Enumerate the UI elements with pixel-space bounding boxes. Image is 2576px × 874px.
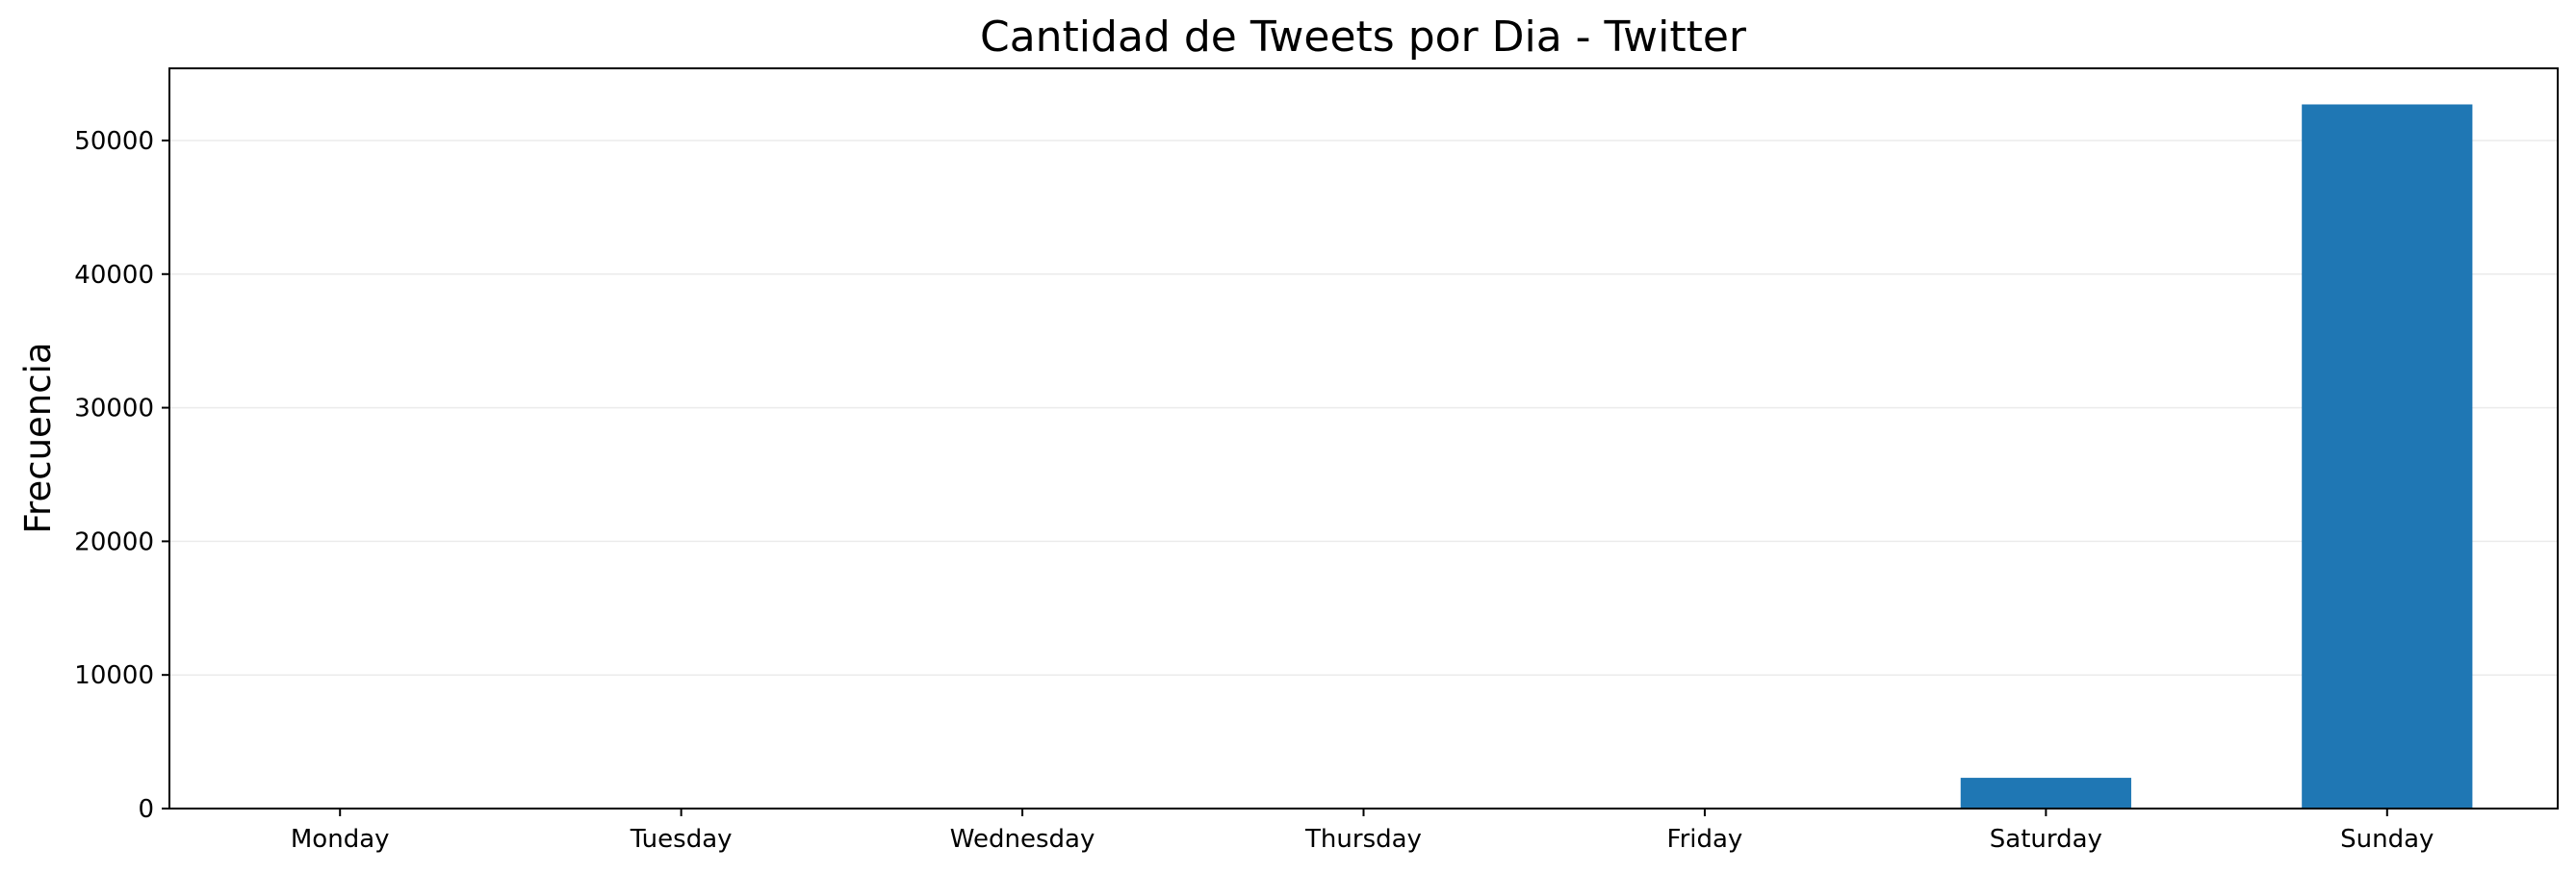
x-tick-label: Tuesday bbox=[630, 825, 733, 854]
y-axis: 0 10000 20000 30000 40000 50000 bbox=[74, 127, 169, 824]
y-tick-label: 50000 bbox=[74, 127, 154, 156]
x-axis: Monday Tuesday Wednesday Thursday Friday Satu… bbox=[291, 809, 2434, 854]
x-tick-label: Friday bbox=[1667, 825, 1743, 854]
y-tick-label: 30000 bbox=[74, 395, 154, 424]
bar-layer bbox=[1960, 104, 2473, 810]
grid-layer bbox=[169, 140, 2558, 810]
y-axis-label: Frecuencia bbox=[17, 342, 59, 533]
x-tick-label: Monday bbox=[291, 825, 390, 854]
y-tick-label: 20000 bbox=[74, 527, 154, 556]
y-tick-label: 40000 bbox=[74, 261, 154, 290]
bar-sunday bbox=[2302, 104, 2473, 810]
x-tick-label: Thursday bbox=[1304, 825, 1422, 854]
x-tick-label: Saturday bbox=[1990, 825, 2102, 854]
plot-frame bbox=[168, 67, 2559, 810]
y-tick-label: 10000 bbox=[74, 661, 154, 690]
x-tick-label: Wednesday bbox=[950, 825, 1095, 854]
y-tick-label: 0 bbox=[138, 795, 154, 824]
x-tick-label: Sunday bbox=[2340, 825, 2434, 854]
chart-title: Cantidad de Tweets por Dia - Twitter bbox=[980, 13, 1747, 62]
bar-saturday bbox=[1960, 778, 2131, 809]
